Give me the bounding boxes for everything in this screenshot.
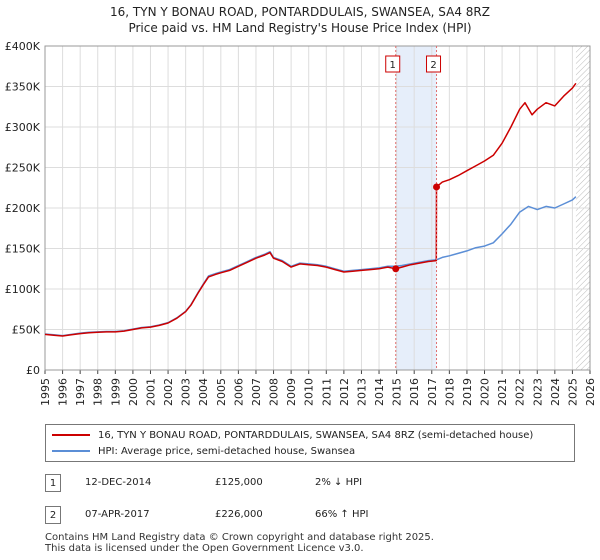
transaction-number: 2 [45, 506, 61, 524]
y-tick-label: £200K [5, 202, 41, 215]
legend-box: 16, TYN Y BONAU ROAD, PONTARDDULAIS, SWA… [45, 424, 575, 462]
transaction-hpi-diff: 2% ↓ HPI [315, 477, 363, 488]
legend-item-hpi: HPI: Average price, semi-detached house,… [52, 445, 355, 459]
transaction-price: £226,000 [215, 509, 263, 520]
transaction-price: £125,000 [215, 477, 263, 488]
x-tick-label: 2022 [514, 378, 527, 406]
x-tick-label: 2012 [338, 378, 351, 406]
x-tick-label: 2016 [408, 378, 421, 406]
x-tick-label: 2019 [461, 378, 474, 406]
transaction-date: 07-APR-2017 [85, 509, 150, 520]
table-row: 1 12-DEC-2014 £125,000 2% ↓ HPI [45, 474, 585, 498]
legend-swatch-blue [52, 450, 90, 452]
x-tick-label: 2021 [496, 378, 509, 406]
plot-frame [44, 45, 591, 371]
property-series-line [44, 82, 577, 337]
x-tick-label: 2007 [250, 378, 263, 406]
x-tick-label: 2024 [549, 378, 562, 406]
footer-licence: This data is licensed under the Open Gov… [45, 543, 364, 554]
footer-copyright: Contains HM Land Registry data © Crown c… [45, 532, 434, 543]
x-tick-label: 2003 [180, 378, 193, 406]
x-tick-label: 2000 [127, 378, 140, 406]
sale-marker-label: 2 [430, 60, 436, 71]
legend-swatch-red [52, 434, 90, 436]
legend-label-hpi: HPI: Average price, semi-detached house,… [98, 446, 356, 457]
y-tick-label: £150K [5, 243, 41, 256]
sale-point [433, 183, 441, 191]
price-chart: £0 £50K £100K £150K £200K £250K £300K £350K £400… [5, 40, 597, 406]
sale-marker-label: 1 [390, 60, 396, 71]
table-row: 2 07-APR-2017 £226,000 66% ↑ HPI [45, 506, 585, 530]
x-tick-label: 1998 [92, 378, 105, 406]
transaction-hpi-diff: 66% ↑ HPI [315, 509, 369, 520]
y-tick-label: £50K [12, 324, 41, 337]
x-tick-label: 2018 [443, 378, 456, 406]
transactions-table: 1 12-DEC-2014 £125,000 2% ↓ HPI 2 07-APR… [45, 474, 585, 538]
y-tick-label: £250K [5, 162, 41, 175]
x-tick-label: 2014 [373, 378, 386, 406]
x-tick-label: 2009 [285, 378, 298, 406]
sale-point [392, 265, 400, 273]
x-tick-label: 1999 [109, 378, 122, 406]
x-tick-label: 2017 [426, 378, 439, 406]
transaction-date: 12-DEC-2014 [85, 477, 152, 488]
sale-marker-box [385, 55, 401, 73]
x-tick-label: 2025 [566, 378, 579, 406]
footer-notice: Contains HM Land Registry data © Crown c… [45, 532, 434, 554]
x-tick-label: 1995 [39, 378, 52, 406]
x-tick-label: 2006 [232, 378, 245, 406]
y-tick-label: £350K [5, 81, 41, 94]
legend-label-property: 16, TYN Y BONAU ROAD, PONTARDDULAIS, SWA… [98, 430, 534, 441]
y-tick-label: £0 [26, 364, 40, 377]
x-tick-label: 2013 [355, 378, 368, 406]
x-tick-label: 2015 [391, 378, 404, 406]
x-tick-label: 2001 [144, 378, 157, 406]
x-tick-label: 2023 [531, 378, 544, 406]
x-tick-label: 2005 [215, 378, 228, 406]
x-tick-label: 2004 [197, 378, 210, 406]
x-tick-label: 2002 [162, 378, 175, 406]
x-tick-label: 2011 [320, 378, 333, 406]
x-tick-label: 2010 [303, 378, 316, 406]
y-tick-label: £300K [5, 121, 41, 134]
chart-subtitle: Price paid vs. HM Land Registry's House … [128, 21, 472, 35]
x-tick-label: 2008 [268, 378, 281, 406]
x-tick-label: 2020 [479, 378, 492, 406]
sale-marker-box [426, 55, 442, 73]
transaction-number: 1 [45, 474, 61, 492]
y-tick-label: £100K [5, 283, 41, 296]
x-tick-label: 2026 [584, 378, 597, 406]
x-tick-label: 1997 [74, 378, 87, 406]
y-tick-label: £400K [5, 40, 41, 53]
chart-title: 16, TYN Y BONAU ROAD, PONTARDDULAIS, SWA… [110, 5, 490, 19]
legend-item-property: 16, TYN Y BONAU ROAD, PONTARDDULAIS, SWA… [52, 429, 533, 443]
x-tick-label: 1996 [57, 378, 70, 406]
